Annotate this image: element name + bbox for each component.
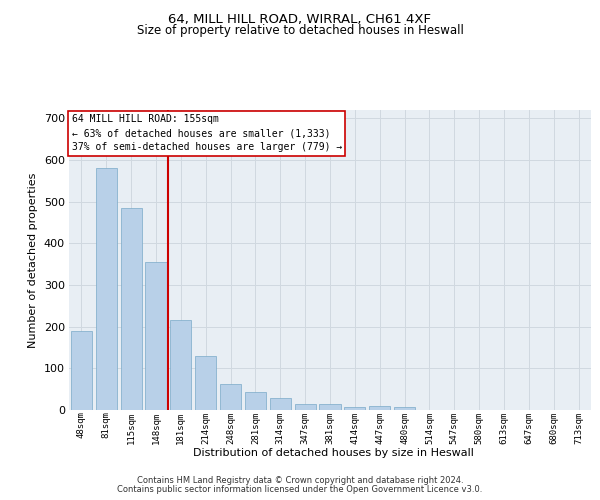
- Bar: [394, 407, 415, 410]
- Bar: [220, 384, 241, 410]
- Bar: [344, 406, 365, 410]
- Text: 64 MILL HILL ROAD: 155sqm
← 63% of detached houses are smaller (1,333)
37% of se: 64 MILL HILL ROAD: 155sqm ← 63% of detac…: [71, 114, 342, 152]
- Text: Size of property relative to detached houses in Heswall: Size of property relative to detached ho…: [137, 24, 463, 37]
- Bar: [195, 356, 216, 410]
- Text: Contains public sector information licensed under the Open Government Licence v3: Contains public sector information licen…: [118, 485, 482, 494]
- Bar: [245, 392, 266, 410]
- Y-axis label: Number of detached properties: Number of detached properties: [28, 172, 38, 348]
- Bar: [270, 398, 291, 410]
- Bar: [319, 404, 341, 410]
- Bar: [369, 406, 390, 410]
- Text: Contains HM Land Registry data © Crown copyright and database right 2024.: Contains HM Land Registry data © Crown c…: [137, 476, 463, 485]
- Bar: [295, 404, 316, 410]
- Text: Distribution of detached houses by size in Heswall: Distribution of detached houses by size …: [193, 448, 473, 458]
- Bar: [121, 208, 142, 410]
- Text: 64, MILL HILL ROAD, WIRRAL, CH61 4XF: 64, MILL HILL ROAD, WIRRAL, CH61 4XF: [169, 12, 431, 26]
- Bar: [96, 168, 117, 410]
- Bar: [145, 262, 167, 410]
- Bar: [71, 331, 92, 410]
- Bar: [170, 320, 191, 410]
